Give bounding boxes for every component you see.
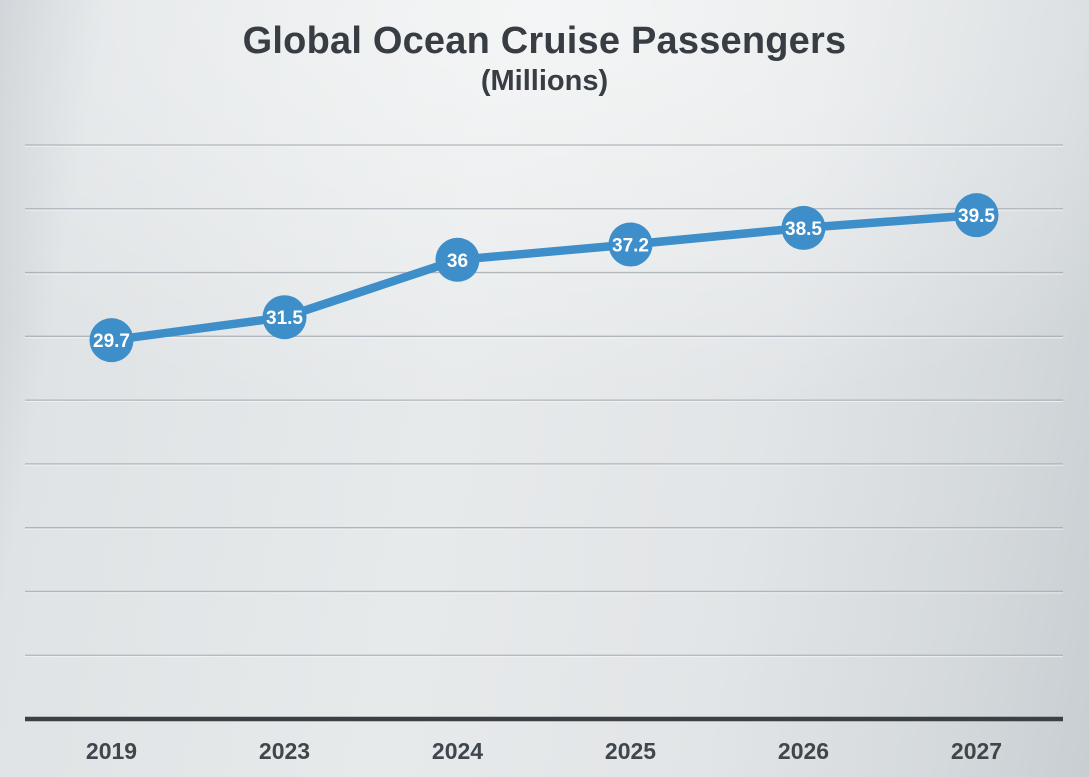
data-point-label: 36 bbox=[447, 251, 468, 272]
chart-subtitle: (Millions) bbox=[480, 64, 609, 97]
x-tick-label: 2024 bbox=[432, 738, 483, 764]
data-point-label: 38.5 bbox=[785, 219, 822, 240]
data-point-marker bbox=[781, 205, 826, 250]
data-line bbox=[107, 210, 981, 345]
data-point-label: 31.5 bbox=[266, 308, 303, 329]
x-tick-label: 2026 bbox=[778, 738, 829, 764]
data-point-label: 37.2 bbox=[612, 235, 649, 256]
data-point-marker bbox=[89, 318, 134, 363]
data-point-marker bbox=[608, 222, 653, 267]
x-tick-label: 2025 bbox=[605, 738, 656, 764]
x-tick-label: 2019 bbox=[86, 738, 137, 764]
chart-title: Global Ocean Cruise Passengers bbox=[242, 20, 847, 62]
data-point-marker bbox=[954, 193, 999, 238]
data-point-label: 29.7 bbox=[93, 331, 130, 352]
data-point-label: 39.5 bbox=[958, 206, 995, 227]
data-point-marker bbox=[435, 237, 480, 282]
chart-header: Global Ocean Cruise Passengers (Millions… bbox=[0, 20, 1089, 98]
x-tick-label: 2023 bbox=[259, 738, 310, 764]
data-point-marker bbox=[262, 295, 307, 340]
x-tick-label: 2027 bbox=[951, 738, 1002, 764]
